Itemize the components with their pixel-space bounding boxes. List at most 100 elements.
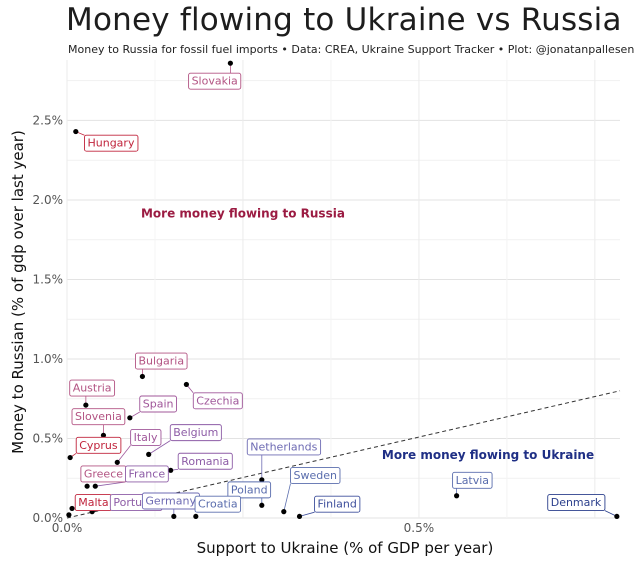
data-point <box>100 432 107 438</box>
point-label: Spain <box>139 395 177 413</box>
data-point <box>114 459 120 465</box>
point-label: Bulgaria <box>134 352 188 370</box>
label-text: Germany <box>145 495 196 508</box>
label-text: Slovenia <box>75 410 122 423</box>
data-point <box>454 493 460 499</box>
point-labels: Slovakia Hungary Bulgaria Czechia Austria Spa… <box>69 72 606 513</box>
y-axis-ticks: 0.0% 0.5% 1.0% 1.5% 2.0% 2.5% <box>33 113 64 525</box>
label-box <box>71 408 126 426</box>
x-axis-ticks: 0.0% 0.5% <box>52 521 434 535</box>
y-tick-label: 2.0% <box>33 193 64 207</box>
data-point <box>227 60 233 66</box>
data-point <box>83 402 89 408</box>
label-box <box>125 465 169 483</box>
data-point <box>69 505 75 512</box>
label-box <box>227 481 272 499</box>
x-axis-title: Support to Ukraine (% of GDP per year) <box>197 539 494 557</box>
point-label: Denmark <box>547 494 606 512</box>
data-point <box>183 381 189 388</box>
point-label: Belgium <box>169 424 222 442</box>
label-text: Slovakia <box>192 75 238 88</box>
grid-lines <box>66 60 620 519</box>
label-box <box>134 352 188 370</box>
point-label: Greece <box>80 465 127 483</box>
data-point <box>139 373 146 380</box>
label-box <box>314 495 361 513</box>
label-box <box>290 467 341 485</box>
label-box <box>177 452 233 470</box>
label-box <box>169 424 222 442</box>
data-point <box>84 483 90 489</box>
label-box <box>194 495 242 513</box>
y-tick-label: 0.0% <box>33 511 64 525</box>
data-point <box>259 502 265 508</box>
label-text: Sweden <box>293 469 336 482</box>
data-point <box>92 483 98 489</box>
label-box <box>547 494 606 512</box>
label-text: Bulgaria <box>138 355 184 368</box>
chart-title: Money flowing to Ukraine vs Russia <box>66 2 622 38</box>
point-label: Malta <box>74 494 113 512</box>
y-axis-title: Money to Russian (% of gdp over last yea… <box>9 130 27 454</box>
x-tick-label: 0.0% <box>52 521 83 535</box>
label-text: Malta <box>78 496 108 509</box>
label-box <box>139 395 177 413</box>
label-box <box>192 392 243 410</box>
y-tick-label: 2.5% <box>33 113 64 127</box>
y-tick-label: 0.5% <box>33 431 64 445</box>
label-box <box>84 134 139 152</box>
label-connector <box>148 440 171 455</box>
label-text: Cyprus <box>79 439 118 452</box>
label-text: Latvia <box>456 474 490 487</box>
point-label: Sweden <box>290 467 341 485</box>
label-box <box>452 471 493 489</box>
data-point <box>193 513 199 520</box>
label-box <box>246 438 322 456</box>
data-point <box>127 415 133 421</box>
data-point <box>146 451 152 457</box>
label-text: Greece <box>84 467 123 480</box>
label-connector <box>116 445 131 463</box>
point-label: Cyprus <box>75 436 122 454</box>
annotation-text: More money flowing to Russia <box>141 206 345 220</box>
point-label: Germany <box>141 492 200 510</box>
data-point <box>259 477 265 483</box>
point-label: Netherlands <box>246 438 322 456</box>
data-point <box>296 513 303 520</box>
label-text: Romania <box>181 455 229 468</box>
point-label: France <box>125 465 169 483</box>
label-text: Poland <box>231 483 268 496</box>
label-box <box>75 436 122 454</box>
point-label: Poland <box>227 481 272 499</box>
chart-subtitle: Money to Russia for fossil fuel imports … <box>68 43 635 56</box>
point-label: Italy <box>130 428 162 446</box>
label-connector <box>95 481 126 487</box>
data-point <box>73 128 79 135</box>
point-label: Austria <box>69 379 116 397</box>
label-connector <box>283 483 291 512</box>
point-label: Slovenia <box>71 408 126 426</box>
point-label: Latvia <box>452 471 493 489</box>
annotation-text: More money flowing to Ukraine <box>382 448 594 462</box>
label-text: Austria <box>73 382 112 395</box>
annotations: More money flowing to Russia More money f… <box>141 206 594 462</box>
data-point <box>171 513 177 520</box>
y-tick-label: 1.5% <box>33 272 64 286</box>
label-text: Italy <box>134 431 158 444</box>
data-point <box>66 512 72 518</box>
point-label: Slovakia <box>188 72 242 90</box>
data-point <box>614 513 620 520</box>
data-point <box>67 454 73 461</box>
label-box <box>188 72 242 90</box>
label-text: Croatia <box>198 498 238 511</box>
label-connector <box>299 511 315 517</box>
label-text: France <box>129 467 166 480</box>
label-text: Belgium <box>173 426 218 439</box>
point-label: Romania <box>177 452 233 470</box>
data-point <box>168 467 174 473</box>
label-text: Czechia <box>196 394 239 407</box>
point-label: Czechia <box>192 392 243 410</box>
label-text: Denmark <box>551 496 602 509</box>
point-label: Finland <box>314 495 361 513</box>
